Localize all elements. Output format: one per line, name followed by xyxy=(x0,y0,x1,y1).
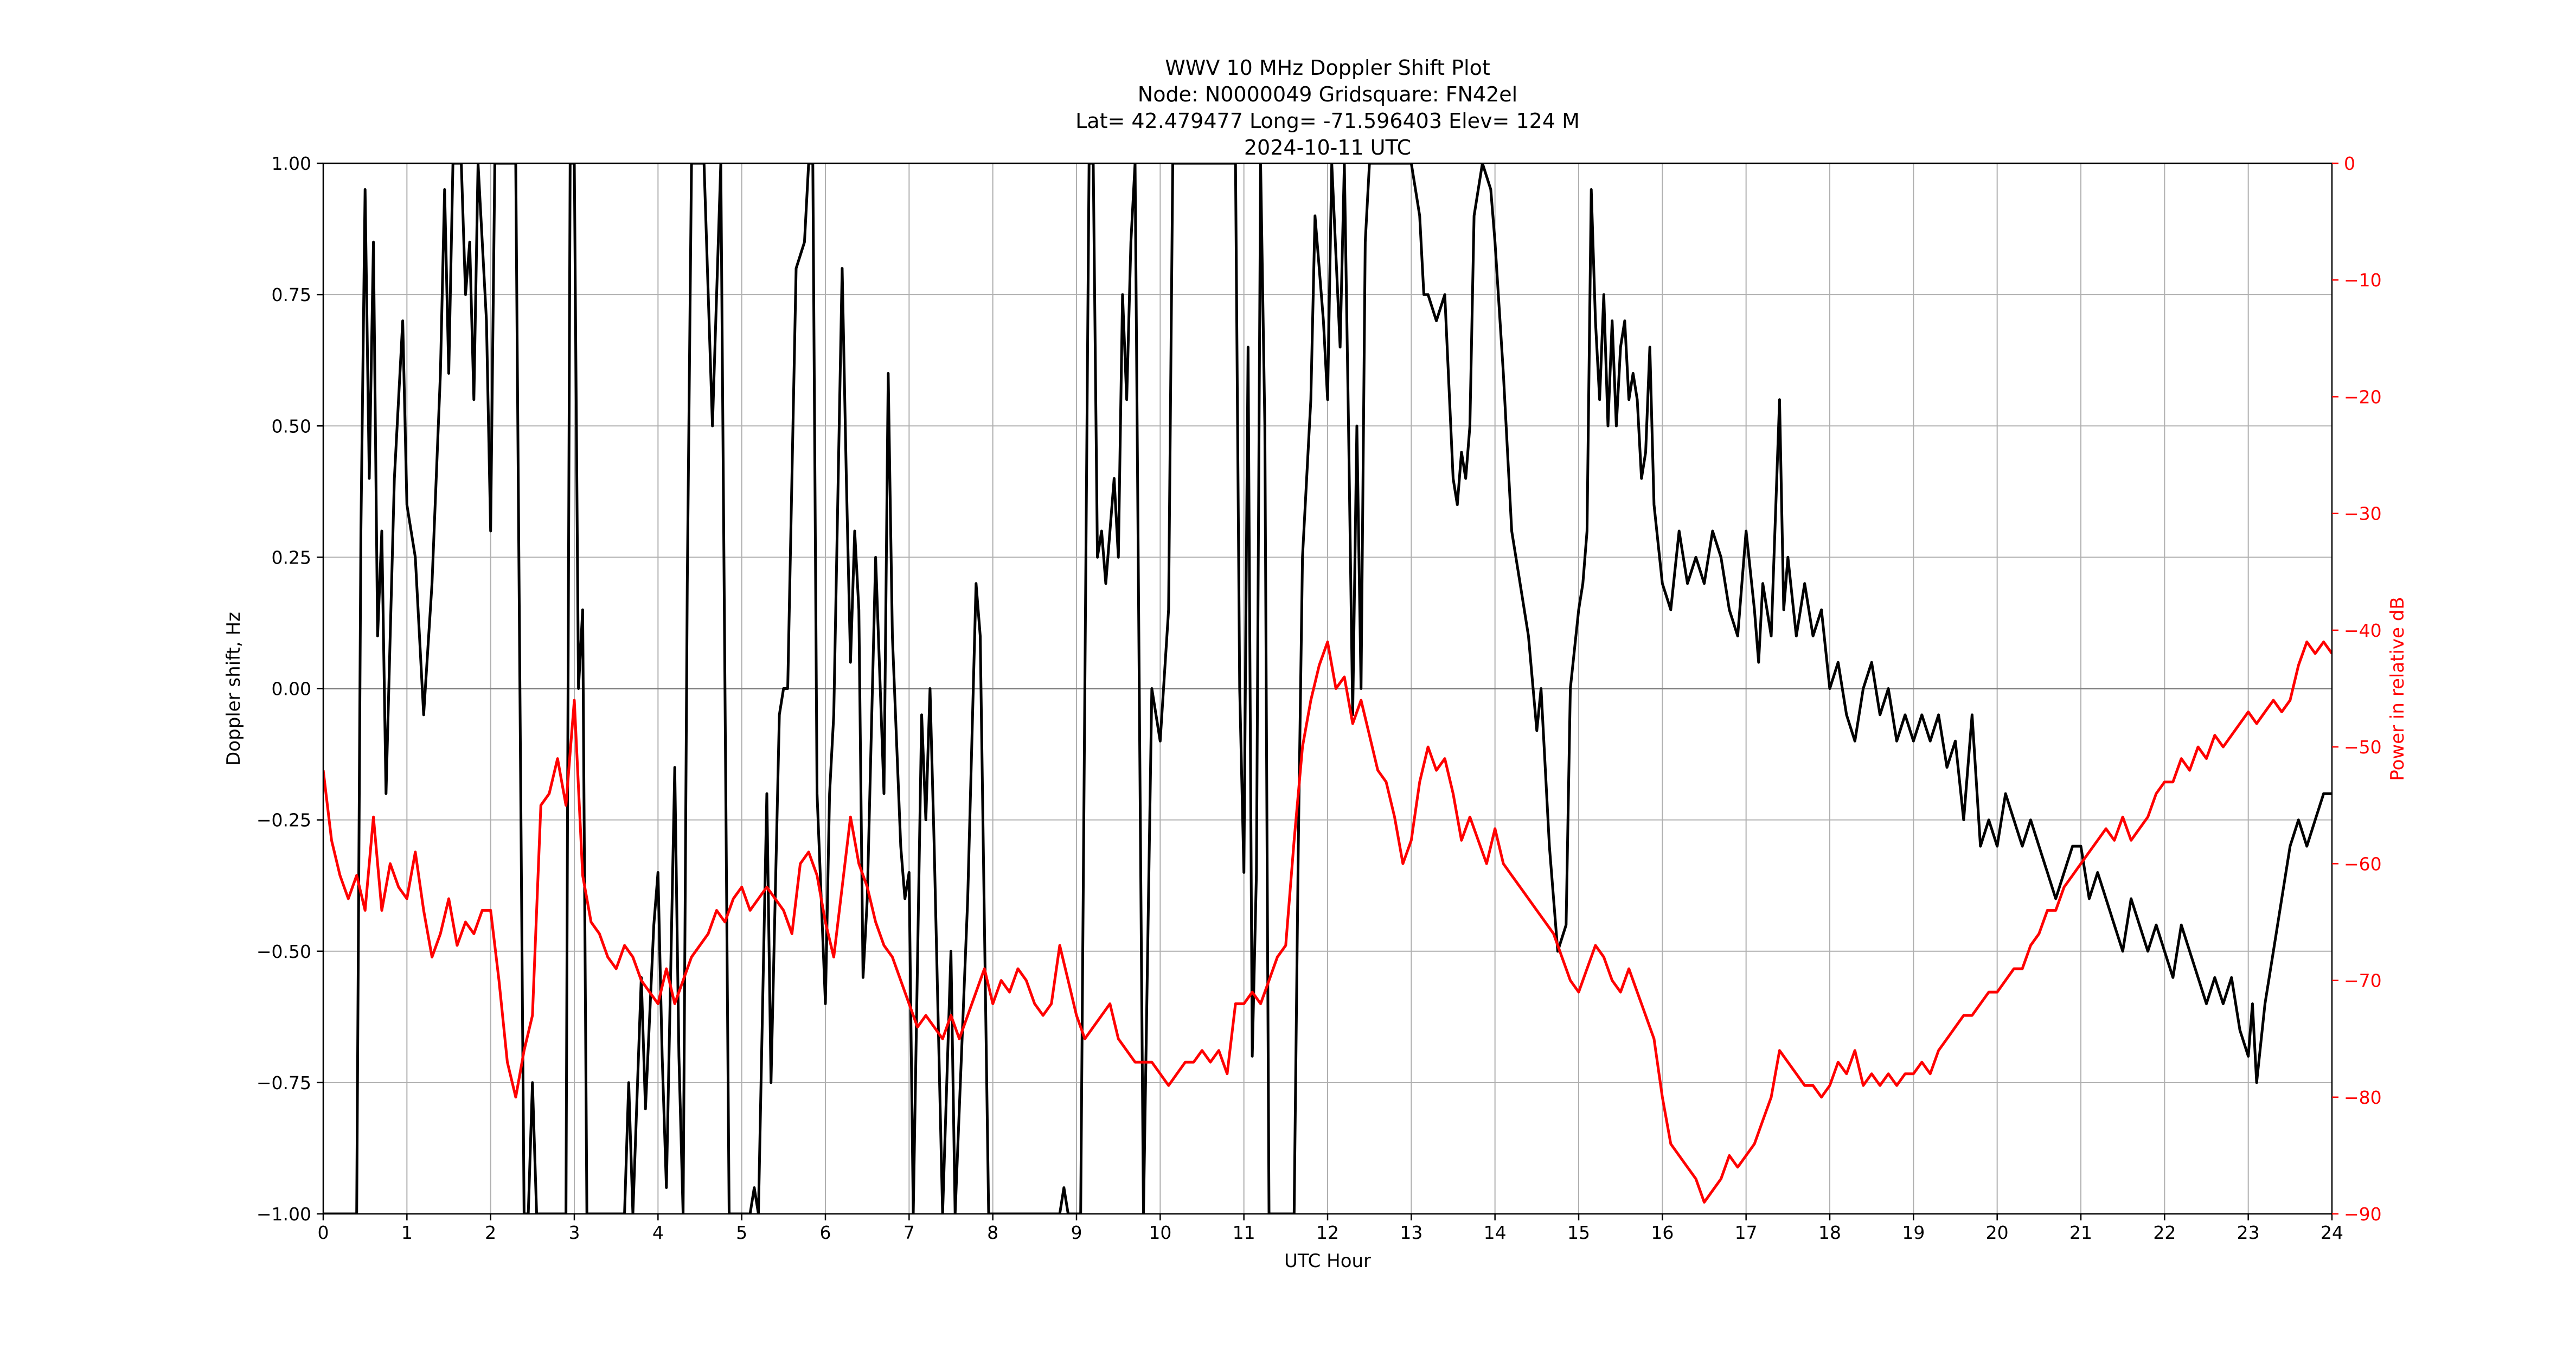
y-left-tick-label-7: 0.75 xyxy=(272,284,311,305)
x-tick-label-14: 14 xyxy=(1484,1222,1507,1243)
y-right-tick-label-8: −80 xyxy=(2344,1087,2382,1108)
x-tick-label-24: 24 xyxy=(2321,1222,2343,1243)
series-doppler-shift xyxy=(323,163,2332,1214)
x-tick-label-15: 15 xyxy=(1567,1222,1590,1243)
y-left-tick-label-0: −1.00 xyxy=(257,1204,311,1225)
x-tick-label-3: 3 xyxy=(569,1222,580,1243)
y-right-tick-label-6: −60 xyxy=(2344,853,2382,874)
y-right-tick-label-3: −30 xyxy=(2344,503,2382,525)
y-right-tick-label-2: −20 xyxy=(2344,386,2382,407)
x-tick-label-4: 4 xyxy=(652,1222,664,1243)
y-right-tick-label-9: −90 xyxy=(2344,1204,2382,1225)
y-right-tick-label-5: −50 xyxy=(2344,737,2382,758)
x-tick-label-5: 5 xyxy=(736,1222,747,1243)
y-right-axis-ticks: 0 −10 −20 −30 −40 −50 −60 −70 −80 −90 xyxy=(2332,153,2382,1225)
x-tick-label-23: 23 xyxy=(2237,1222,2260,1243)
x-tick-label-17: 17 xyxy=(1735,1222,1758,1243)
y-left-tick-label-2: −0.50 xyxy=(257,941,311,962)
x-tick-label-11: 11 xyxy=(1233,1222,1255,1243)
x-tick-label-22: 22 xyxy=(2153,1222,2176,1243)
y-right-tick-label-4: −40 xyxy=(2344,620,2382,641)
x-tick-label-9: 9 xyxy=(1071,1222,1082,1243)
x-tick-label-20: 20 xyxy=(1986,1222,2009,1243)
x-tick-label-12: 12 xyxy=(1316,1222,1339,1243)
x-tick-label-2: 2 xyxy=(485,1222,496,1243)
y-right-tick-label-0: 0 xyxy=(2344,153,2355,174)
x-tick-label-13: 13 xyxy=(1400,1222,1422,1243)
y-left-tick-label-6: 0.50 xyxy=(272,415,311,437)
y-right-axis-label: Power in relative dB xyxy=(2387,597,2408,781)
y-left-tick-label-1: −0.75 xyxy=(257,1072,311,1093)
x-tick-label-0: 0 xyxy=(318,1222,329,1243)
x-axis-label: UTC Hour xyxy=(1284,1250,1371,1272)
x-tick-label-16: 16 xyxy=(1651,1222,1674,1243)
y-left-tick-label-8: 1.00 xyxy=(272,153,311,174)
y-left-tick-label-3: −0.25 xyxy=(257,810,311,831)
x-tick-label-10: 10 xyxy=(1149,1222,1171,1243)
title-line-3: Lat= 42.479477 Long= -71.596403 Elev= 12… xyxy=(1075,109,1580,133)
y-left-axis-ticks: −1.00 −0.75 −0.50 −0.25 0.00 0.25 0.50 0.75 1.00 xyxy=(257,153,323,1225)
x-tick-label-19: 19 xyxy=(1902,1222,1925,1243)
y-left-tick-label-5: 0.25 xyxy=(272,547,311,568)
x-tick-label-6: 6 xyxy=(820,1222,831,1243)
title-line-1: WWV 10 MHz Doppler Shift Plot xyxy=(1165,56,1490,80)
x-axis-ticks: 0 1 2 3 4 5 6 7 8 9 10 11 12 13 14 15 16 17 18 19 20 21 22 23 24 xyxy=(318,1214,2343,1243)
x-tick-label-8: 8 xyxy=(987,1222,998,1243)
y-right-tick-label-1: −10 xyxy=(2344,270,2382,291)
x-tick-label-18: 18 xyxy=(1818,1222,1841,1243)
y-left-axis-label: Doppler shift, Hz xyxy=(223,612,245,766)
series-power xyxy=(323,640,2332,1204)
y-left-tick-label-4: 0.00 xyxy=(272,679,311,700)
x-tick-label-21: 21 xyxy=(2069,1222,2092,1243)
title-line-2: Node: N0000049 Gridsquare: FN42el xyxy=(1138,82,1517,106)
chart-title: WWV 10 MHz Doppler Shift Plot Node: N000… xyxy=(1075,56,1580,159)
y-right-tick-label-7: −70 xyxy=(2344,970,2382,992)
x-tick-label-1: 1 xyxy=(401,1222,413,1243)
title-line-4: 2024-10-11 UTC xyxy=(1244,136,1411,159)
x-tick-label-7: 7 xyxy=(903,1222,915,1243)
